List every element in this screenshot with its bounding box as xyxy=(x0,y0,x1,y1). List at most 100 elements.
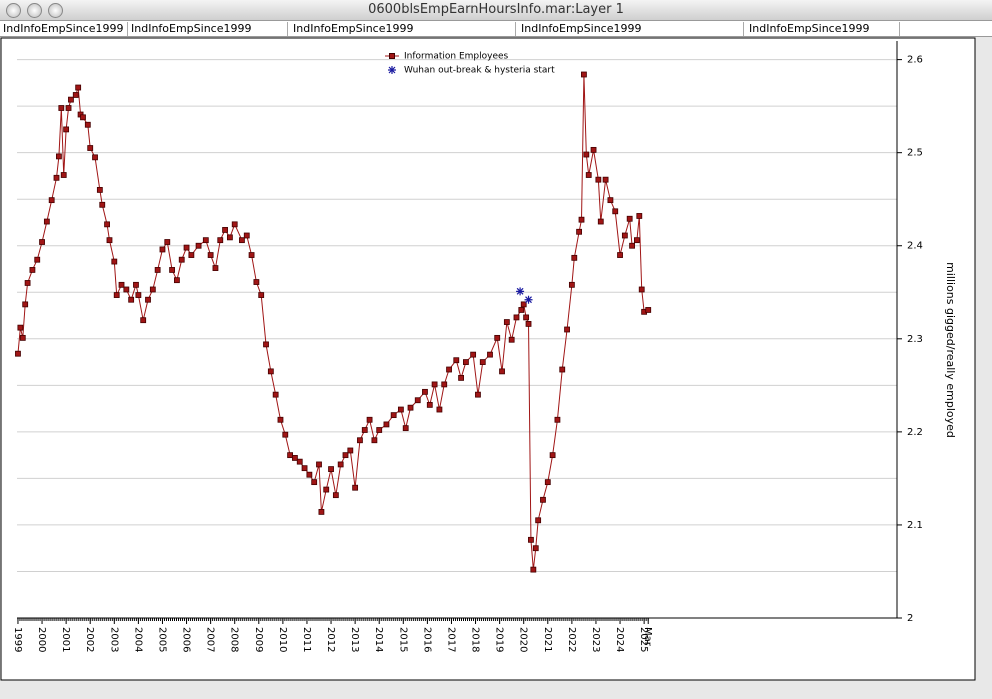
data-point xyxy=(188,252,195,258)
plot-frame xyxy=(0,37,976,681)
y-tick-label: 2.5 xyxy=(907,148,923,159)
data-point xyxy=(277,416,284,423)
x-tick-label: 2008 xyxy=(229,627,240,652)
data-point xyxy=(248,252,255,258)
zoom-button[interactable] xyxy=(48,3,63,18)
data-point xyxy=(361,427,368,433)
data-point xyxy=(135,292,142,298)
y-axis-label: millions gigged/really employed xyxy=(944,262,957,438)
data-point xyxy=(332,492,339,499)
data-point xyxy=(347,447,354,454)
x-tick-label: 2020 xyxy=(518,627,529,652)
tab[interactable]: IndInfoEmpSince1999 xyxy=(128,22,288,36)
data-point xyxy=(65,105,72,111)
x-tick-label: 2015 xyxy=(397,627,408,652)
data-point xyxy=(357,437,363,444)
data-point xyxy=(113,292,120,298)
data-point xyxy=(39,239,45,245)
data-point xyxy=(544,479,551,486)
x-tick-label: 2007 xyxy=(205,627,216,652)
data-point xyxy=(597,218,604,225)
data-point xyxy=(407,404,414,411)
data-point xyxy=(559,366,566,373)
data-point xyxy=(311,479,318,486)
data-point xyxy=(494,334,501,341)
data-point xyxy=(96,187,103,193)
data-point xyxy=(263,341,269,348)
data-point xyxy=(164,239,171,245)
data-point xyxy=(87,145,94,151)
x-tick-label: 2012 xyxy=(325,627,336,652)
data-point xyxy=(80,114,86,121)
data-point xyxy=(422,388,428,395)
y-tick-label: 2.3 xyxy=(907,334,923,345)
data-point xyxy=(202,237,209,244)
close-button[interactable] xyxy=(6,3,21,18)
x-tick-label: 2000 xyxy=(36,627,47,652)
data-point xyxy=(376,427,383,433)
x-tick-label: 2011 xyxy=(301,627,312,652)
data-point xyxy=(532,545,539,552)
data-point xyxy=(520,301,527,308)
data-point xyxy=(104,221,110,228)
data-point xyxy=(174,277,180,284)
data-point xyxy=(528,536,534,543)
tab[interactable]: IndInfoEmpSince1999 xyxy=(518,22,744,36)
tab[interactable]: IndInfoEmpSince1999 xyxy=(290,22,516,36)
data-point xyxy=(595,176,602,183)
data-point xyxy=(19,334,26,341)
x-tick-label: 2014 xyxy=(373,627,384,652)
data-point xyxy=(463,359,469,365)
data-point xyxy=(571,254,578,261)
data-point xyxy=(60,172,67,178)
data-point xyxy=(123,286,130,293)
data-point xyxy=(383,421,390,428)
data-point xyxy=(282,431,289,438)
data-point xyxy=(99,201,106,208)
data-point xyxy=(426,401,433,408)
data-point xyxy=(535,517,542,524)
data-point xyxy=(617,252,623,258)
x-tick-label: 2001 xyxy=(60,627,71,652)
data-point xyxy=(195,242,202,249)
data-point xyxy=(239,237,245,244)
data-point xyxy=(402,425,409,432)
y-tick-label: 2 xyxy=(907,613,913,624)
data-point xyxy=(68,96,74,103)
data-point xyxy=(441,381,448,388)
data-point xyxy=(145,296,151,303)
window-title: 0600blsEmpEarnHoursInfo.mar:Layer 1 xyxy=(368,2,624,17)
legend-label: Information Employees xyxy=(404,52,509,62)
y-tick-label: 2.6 xyxy=(907,55,923,66)
data-point xyxy=(590,146,597,153)
x-tick-label: Mar xyxy=(642,627,653,647)
data-point xyxy=(554,416,561,423)
legend-label: Wuhan out-break & hysteria start xyxy=(404,66,555,76)
x-tick-label: 2018 xyxy=(470,627,481,652)
x-tick-label: 2017 xyxy=(445,627,456,652)
data-point xyxy=(106,237,113,244)
data-point xyxy=(645,307,652,313)
data-point xyxy=(24,280,31,286)
data-point xyxy=(183,244,190,251)
data-point xyxy=(602,176,609,183)
data-point xyxy=(371,437,378,444)
tab[interactable]: IndInfoEmpSince1999 xyxy=(0,22,128,36)
y-tick-label: 2.2 xyxy=(907,427,923,438)
data-point xyxy=(634,237,640,244)
legend-swatch xyxy=(388,66,396,74)
data-point xyxy=(518,307,525,313)
data-point xyxy=(111,258,118,265)
data-point xyxy=(267,368,274,375)
x-tick-label: 2021 xyxy=(542,627,553,652)
data-point xyxy=(523,314,530,321)
tab[interactable]: IndInfoEmpSince1999 xyxy=(746,22,900,36)
data-point xyxy=(212,265,219,271)
data-point xyxy=(390,412,397,419)
data-point xyxy=(323,486,330,493)
data-point xyxy=(636,213,643,219)
data-point xyxy=(296,458,303,465)
minimize-button[interactable] xyxy=(27,3,42,18)
data-point xyxy=(272,391,279,398)
